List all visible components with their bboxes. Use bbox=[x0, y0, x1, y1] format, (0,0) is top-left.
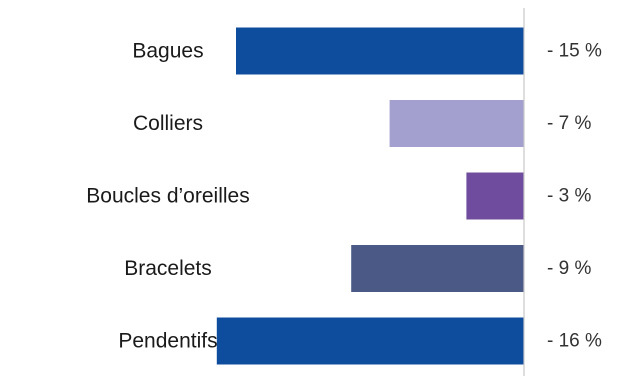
value-label-3: - 9 % bbox=[547, 258, 591, 279]
bar-0 bbox=[236, 27, 524, 75]
category-label-1: Colliers bbox=[133, 112, 203, 135]
value-label-4: - 16 % bbox=[547, 331, 602, 352]
labels-layer: Bagues - 15 % Colliers - 7 % Boucles d’oreil… bbox=[86, 40, 602, 353]
category-label-2: Boucles d’oreilles bbox=[86, 185, 249, 208]
bar-4 bbox=[216, 317, 525, 365]
bar-2 bbox=[466, 172, 524, 220]
bar-3 bbox=[351, 245, 524, 292]
bars-layer bbox=[216, 27, 525, 365]
category-label-4: Pendentifs bbox=[118, 330, 217, 353]
bar-1 bbox=[389, 100, 524, 147]
category-label-3: Bracelets bbox=[124, 257, 212, 280]
value-label-2: - 3 % bbox=[547, 186, 591, 207]
value-label-1: - 7 % bbox=[547, 113, 591, 134]
category-label-0: Bagues bbox=[132, 40, 203, 63]
value-label-0: - 15 % bbox=[547, 41, 602, 62]
